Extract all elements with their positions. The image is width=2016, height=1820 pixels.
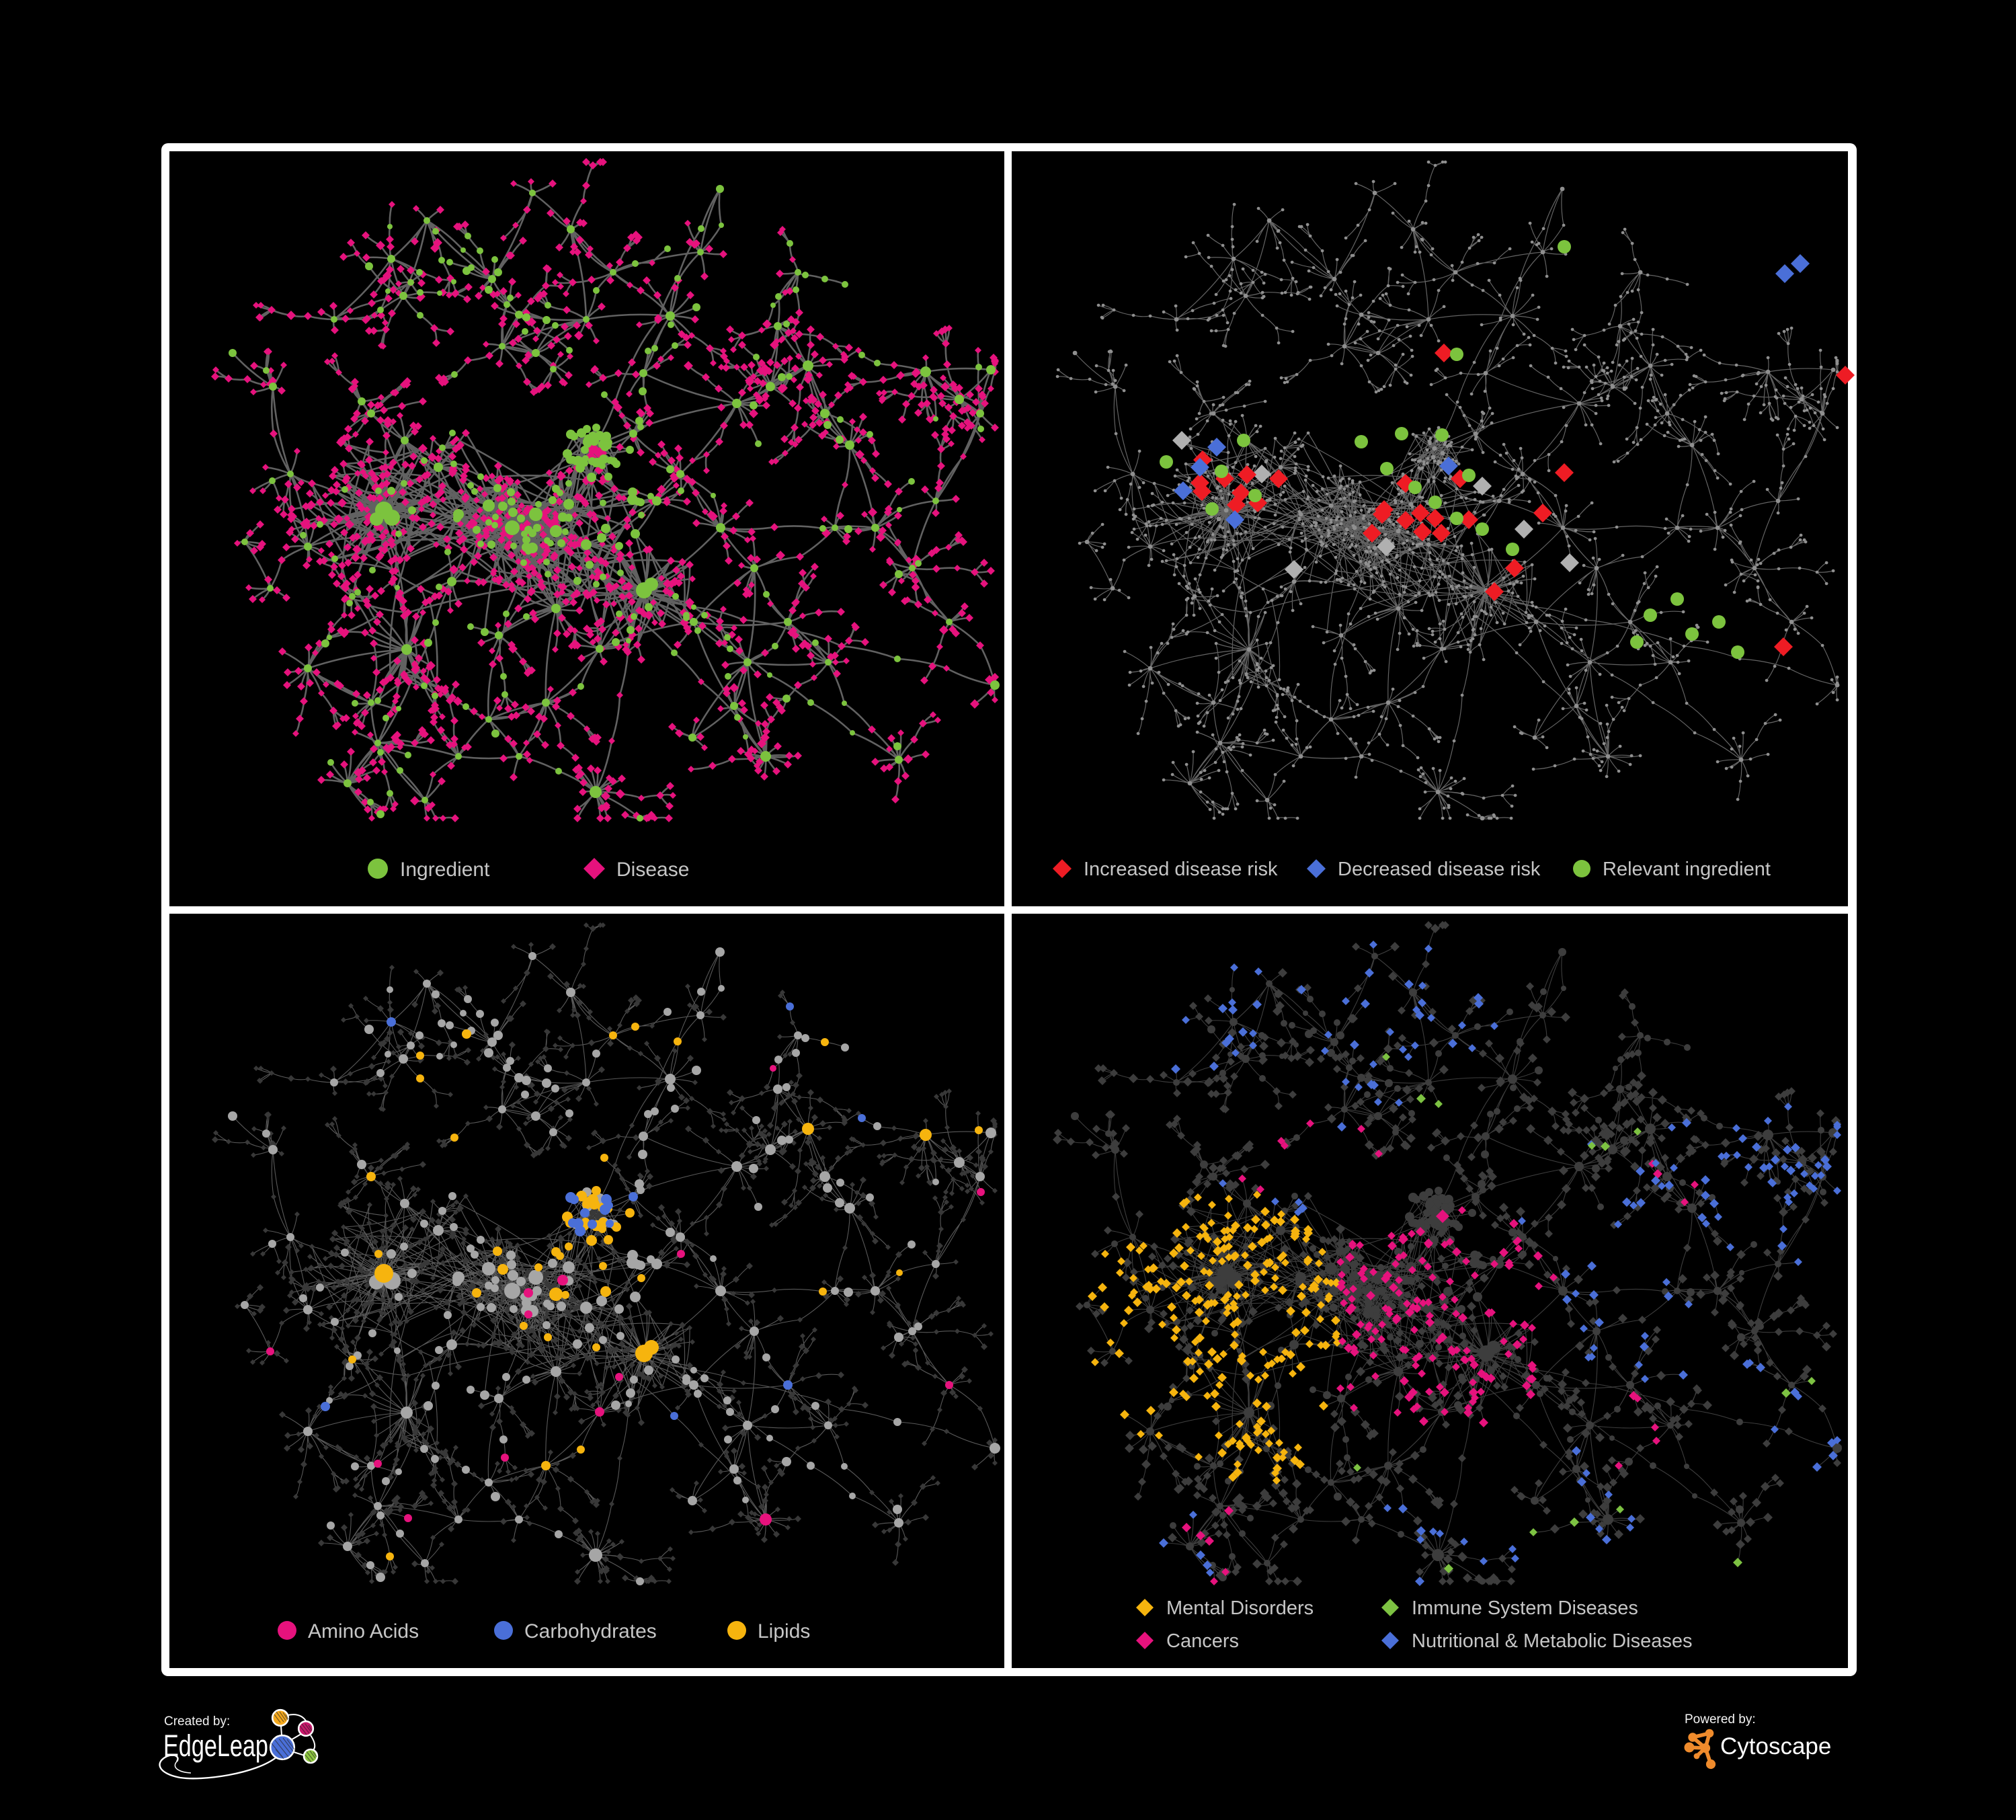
- svg-text:Amino Acids: Amino Acids: [308, 1620, 419, 1643]
- svg-text:Relevant ingredient: Relevant ingredient: [1603, 859, 1771, 880]
- svg-text:Cytoscape: Cytoscape: [1720, 1733, 1831, 1759]
- svg-text:Cancers: Cancers: [1166, 1630, 1239, 1652]
- svg-text:Increased disease risk: Increased disease risk: [1084, 859, 1278, 880]
- svg-text:Carbohydrates: Carbohydrates: [524, 1620, 657, 1643]
- svg-text:Ingredient: Ingredient: [400, 859, 490, 881]
- svg-text:Lipids: Lipids: [758, 1620, 810, 1643]
- svg-text:Decreased disease risk: Decreased disease risk: [1338, 859, 1541, 880]
- svg-text:Mental Disorders: Mental Disorders: [1166, 1597, 1314, 1619]
- svg-text:EdgeLeap: EdgeLeap: [163, 1730, 268, 1764]
- svg-text:Disease: Disease: [616, 859, 689, 881]
- svg-text:Powered by:: Powered by:: [1685, 1712, 1756, 1727]
- svg-text:Nutritional & Metabolic Diseas: Nutritional & Metabolic Diseases: [1412, 1630, 1692, 1652]
- svg-text:Created by:: Created by:: [164, 1714, 230, 1729]
- svg-text:Immune System Diseases: Immune System Diseases: [1412, 1597, 1638, 1619]
